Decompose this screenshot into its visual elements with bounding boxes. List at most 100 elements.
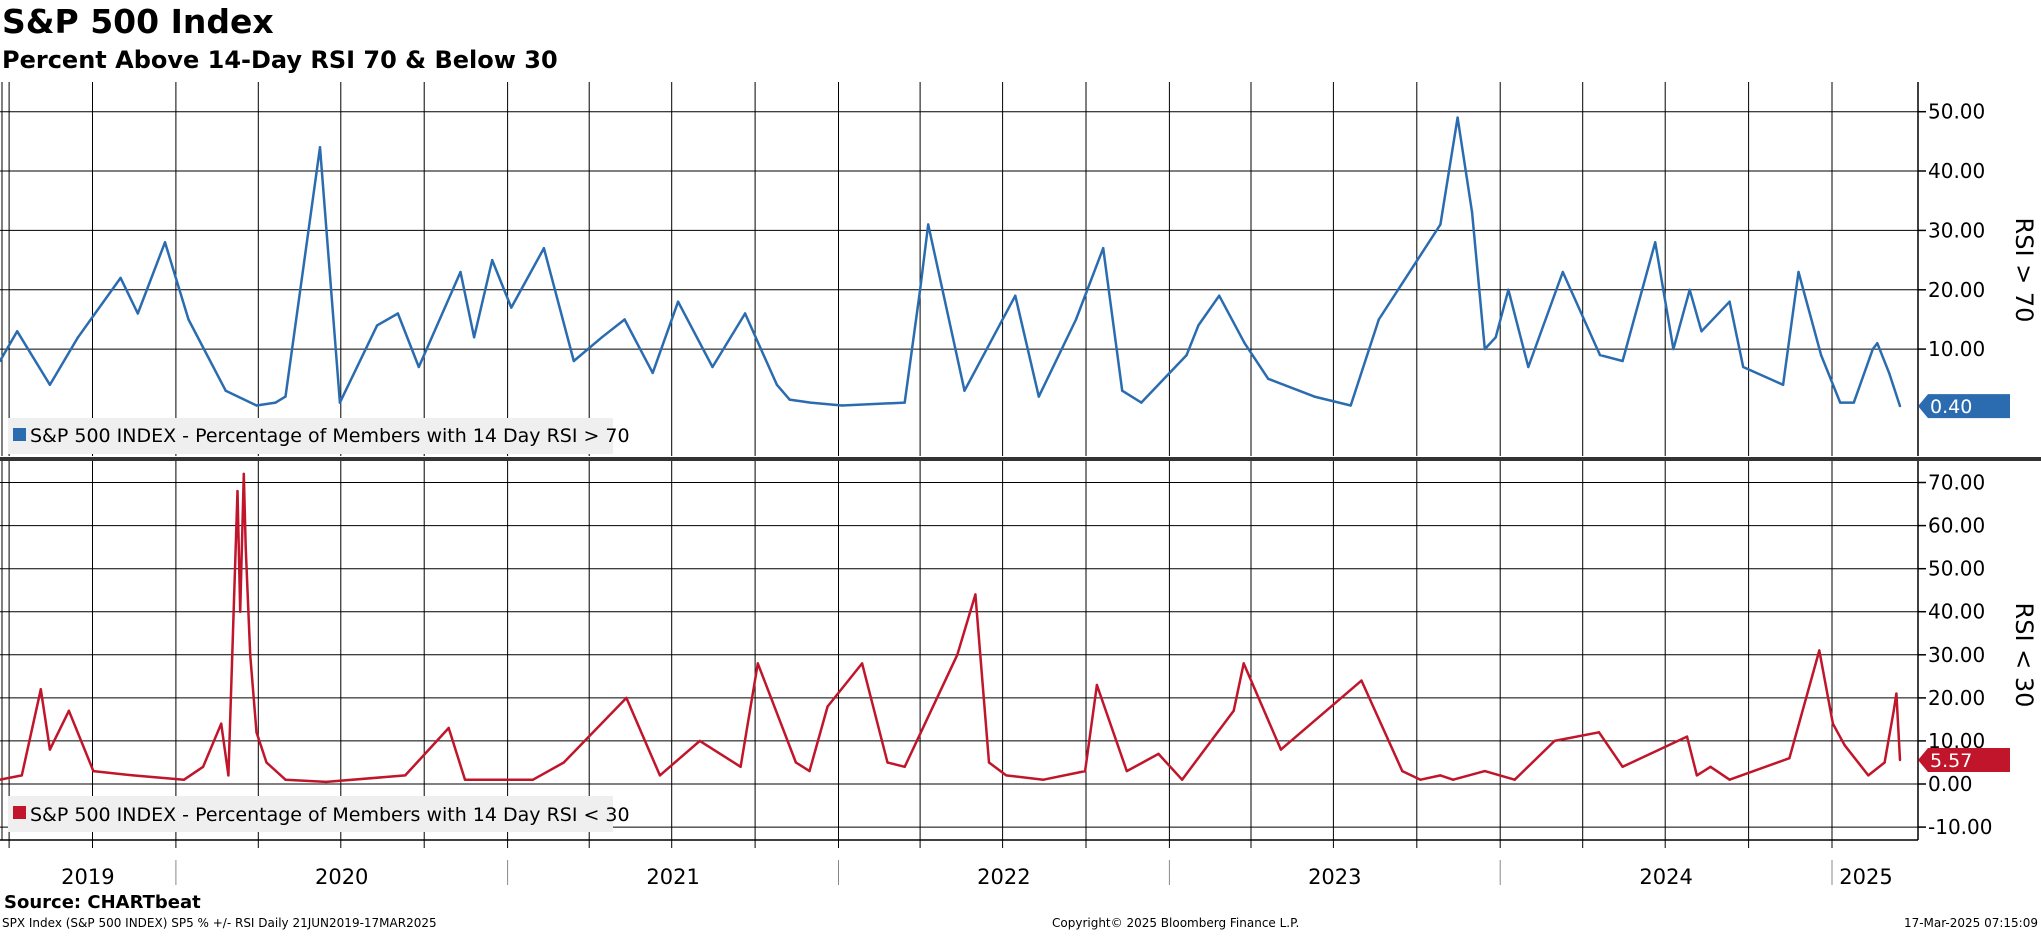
upper-data-point <box>1898 404 1902 408</box>
upper-data-point <box>1102 247 1105 250</box>
upper-data-point <box>1654 241 1657 244</box>
x-tick-label-2021: 2021 <box>646 865 699 889</box>
lower-y-tick-label-5: 20.00 <box>1928 686 1985 710</box>
lower-data-point <box>1843 744 1846 747</box>
lower-data-point <box>1360 679 1363 682</box>
lower-data-point <box>242 472 245 476</box>
lower-data-point <box>1883 761 1886 764</box>
lower-data-point <box>227 774 230 777</box>
upper-data-point <box>1688 288 1691 291</box>
lower-last-value-shape <box>1918 748 2010 772</box>
upper-data-point <box>16 330 19 333</box>
x-tick-label-2023: 2023 <box>1308 865 1361 889</box>
upper-data-point <box>396 312 400 315</box>
upper-data-point <box>1483 347 1487 351</box>
lower-legend-box <box>8 796 613 832</box>
upper-data-point <box>1781 383 1785 386</box>
upper-data-point <box>918 288 922 291</box>
upper-data-point <box>318 146 322 149</box>
lower-data-point <box>860 662 864 665</box>
upper-y-tick-label-4: 10.00 <box>1928 337 1985 361</box>
lower-data-point <box>20 774 23 777</box>
upper-legend: S&P 500 INDEX - Percentage of Members wi… <box>8 418 630 454</box>
upper-data-point <box>1819 353 1823 357</box>
upper-data-point <box>491 258 494 262</box>
chart-subtitle: Percent Above 14-Day RSI 70 & Below 30 <box>2 46 558 74</box>
lower-data-point <box>244 545 247 549</box>
upper-data-point <box>1349 404 1352 407</box>
upper-data-point <box>775 383 779 386</box>
upper-data-point <box>510 306 513 309</box>
lower-data-point <box>284 778 287 781</box>
lower-data-point <box>826 705 829 708</box>
lower-data-point <box>1867 774 1870 777</box>
upper-data-point <box>1742 365 1745 369</box>
lower-data-point <box>1483 769 1487 773</box>
lower-data-point <box>1180 778 1184 781</box>
upper-data-point <box>1672 347 1675 351</box>
lower-data-point <box>1513 778 1516 781</box>
lower-data-point <box>1709 765 1712 768</box>
upper-data-point <box>1197 324 1200 327</box>
lower-data-point <box>1232 709 1235 712</box>
upper-last-value-tag: 0.40 <box>1918 394 2010 419</box>
lower-data-point <box>1895 692 1898 695</box>
upper-data-point <box>187 318 190 321</box>
lower-data-point <box>1042 778 1045 781</box>
lower-data-point <box>463 778 467 781</box>
lower-data-point <box>265 761 268 764</box>
upper-data-point <box>676 300 680 303</box>
lower-data-point <box>255 731 258 734</box>
upper-data-point <box>1185 353 1188 357</box>
lower-y-axis: 70.0060.0050.0040.0030.0020.0010.000.00-… <box>1918 471 1992 839</box>
lower-y-tick-label-1: 60.00 <box>1928 514 1985 538</box>
lower-data-point <box>903 765 906 768</box>
upper-data-point <box>284 395 287 398</box>
lower-data-point <box>658 774 662 777</box>
upper-data-point <box>1313 395 1316 398</box>
upper-data-point <box>1074 318 1078 321</box>
upper-y-axis: 50.00 40.00 30.00 20.00 10.00 <box>1918 100 1985 361</box>
lower-data-point <box>794 761 798 764</box>
upper-data-point <box>1871 347 1875 351</box>
timestamp: 17-Mar-2025 07:15:09 <box>1904 916 2038 930</box>
upper-data-point <box>1243 342 1246 345</box>
upper-data-point <box>1561 270 1565 274</box>
lower-data-point <box>886 761 889 764</box>
lower-data-point <box>808 769 811 773</box>
lower-data-point <box>0 778 2 781</box>
lower-panel: 70.0060.0050.0040.0030.0020.0010.000.00-… <box>0 461 2038 840</box>
lower-data-point <box>325 780 328 784</box>
lower-data-point <box>756 662 759 665</box>
lower-legend: S&P 500 INDEX - Percentage of Members wi… <box>8 796 630 832</box>
lower-data-point <box>1083 769 1087 773</box>
upper-series-line <box>0 116 1902 407</box>
upper-gridlines <box>0 82 1919 456</box>
lower-y-axis-label: RSI < 30 <box>2010 603 2038 708</box>
x-tick-label-2019: 2019 <box>61 865 114 889</box>
lower-data-point <box>404 774 407 777</box>
upper-data-point <box>572 359 575 363</box>
lower-data-point <box>974 593 977 596</box>
lower-data-point <box>1553 739 1556 743</box>
x-tick-label-2022: 2022 <box>977 865 1030 889</box>
lower-data-point <box>1419 778 1422 781</box>
lower-data-point <box>92 769 95 773</box>
upper-y-axis-label: RSI > 70 <box>2010 218 2038 323</box>
upper-data-point <box>136 312 139 315</box>
lower-data-point <box>1125 769 1129 773</box>
lower-last-value-label: 5.57 <box>1930 750 1972 772</box>
ticker-info: SPX Index (S&P 500 INDEX) SP5 % +/- RSI … <box>2 916 437 930</box>
upper-data-point <box>1507 288 1510 291</box>
lower-data-point <box>531 778 535 781</box>
upper-data-point <box>1839 401 1842 404</box>
lower-last-value-tag: 5.57 <box>1918 748 2010 772</box>
upper-data-point <box>1887 371 1891 375</box>
upper-data-point <box>1456 116 1459 119</box>
upper-data-point <box>1014 294 1017 297</box>
upper-data-point <box>375 324 379 327</box>
lower-data-point <box>236 489 239 493</box>
upper-data-point <box>743 312 747 315</box>
